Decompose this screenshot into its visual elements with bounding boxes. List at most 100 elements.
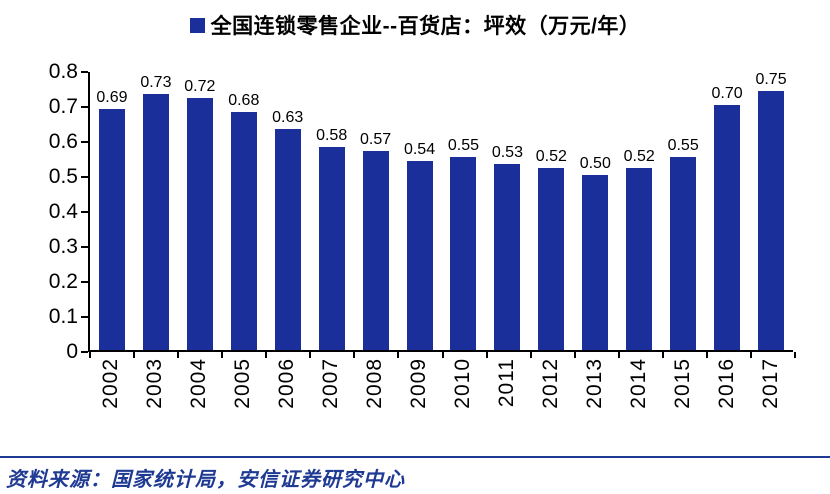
y-axis-tick bbox=[81, 176, 88, 178]
bar bbox=[406, 161, 433, 350]
y-axis-label: 0.6 bbox=[48, 130, 78, 153]
x-label-slot: 2015 bbox=[661, 358, 705, 432]
x-axis-label: 2003 bbox=[142, 358, 166, 409]
bar-slot: 0.72 bbox=[178, 72, 222, 350]
bar-slot: 0.63 bbox=[266, 72, 310, 350]
bar bbox=[230, 112, 257, 350]
x-axis-label: 2002 bbox=[98, 358, 122, 409]
source-text: 资料来源：国家统计局，安信证券研究中心 bbox=[6, 469, 405, 491]
bar-value-label: 0.53 bbox=[491, 144, 523, 161]
bar-value-label: 0.50 bbox=[579, 155, 611, 172]
y-axis-label: 0.1 bbox=[48, 305, 78, 328]
x-label-slot: 2008 bbox=[352, 358, 396, 432]
x-axis-tick bbox=[265, 352, 268, 358]
x-axis-tick bbox=[353, 352, 356, 358]
bar-value-label: 0.72 bbox=[184, 78, 216, 95]
bar bbox=[98, 109, 125, 350]
bar-value-label: 0.52 bbox=[535, 148, 567, 165]
bar-value-label: 0.58 bbox=[316, 127, 348, 144]
x-axis-tick bbox=[705, 352, 708, 358]
x-axis-tick bbox=[617, 352, 620, 358]
bar bbox=[538, 168, 565, 350]
y-axis-label: 0.4 bbox=[48, 200, 78, 223]
bar bbox=[714, 105, 741, 350]
x-axis-tick bbox=[397, 352, 400, 358]
y-axis-tick bbox=[81, 211, 88, 213]
bar bbox=[142, 94, 169, 350]
bar-slot: 0.55 bbox=[661, 72, 705, 350]
bar-value-label: 0.68 bbox=[228, 92, 260, 109]
bar-slot: 0.54 bbox=[398, 72, 442, 350]
x-axis-tick bbox=[485, 352, 488, 358]
legend-marker-square bbox=[189, 17, 205, 33]
x-label-slot: 2009 bbox=[396, 358, 440, 432]
x-axis-tick bbox=[309, 352, 312, 358]
y-axis-tick bbox=[81, 141, 88, 143]
y-axis-label: 0.5 bbox=[48, 165, 78, 188]
bar bbox=[670, 157, 697, 350]
x-axis-label: 2009 bbox=[406, 358, 430, 409]
x-axis-tick bbox=[133, 352, 136, 358]
x-label-slot: 2016 bbox=[705, 358, 749, 432]
x-label-slot: 2002 bbox=[88, 358, 132, 432]
x-label-slot: 2003 bbox=[132, 358, 176, 432]
y-axis-tick bbox=[81, 351, 88, 353]
x-axis-label: 2006 bbox=[274, 358, 298, 409]
bar bbox=[186, 98, 213, 350]
y-axis-label: 0.2 bbox=[48, 270, 78, 293]
bar-slot: 0.70 bbox=[705, 72, 749, 350]
x-axis-label: 2008 bbox=[362, 358, 386, 409]
y-axis-tick bbox=[81, 71, 88, 73]
x-label-slot: 2014 bbox=[617, 358, 661, 432]
bar-slot: 0.58 bbox=[310, 72, 354, 350]
x-axis-label: 2010 bbox=[451, 358, 475, 409]
bar-value-label: 0.69 bbox=[96, 89, 128, 106]
x-axis-tick bbox=[749, 352, 752, 358]
bar-value-label: 0.55 bbox=[667, 137, 699, 154]
y-axis-label: 0.3 bbox=[48, 235, 78, 258]
bar-value-label: 0.63 bbox=[272, 109, 304, 126]
bar bbox=[582, 175, 609, 350]
plot-area: 0.69 0.73 0.72 0.68 0.63 0.58 0.57 0.54 0.55 0.53… bbox=[49, 61, 796, 363]
bar-slot: 0.55 bbox=[442, 72, 486, 350]
x-axis-label: 2017 bbox=[759, 358, 783, 409]
x-label-slot: 2005 bbox=[220, 358, 264, 432]
x-label-slot: 2017 bbox=[749, 358, 793, 432]
bar-slot: 0.52 bbox=[529, 72, 573, 350]
x-axis-tick bbox=[794, 352, 796, 358]
source-footer: 资料来源：国家统计局，安信证券研究中心 bbox=[0, 456, 830, 494]
y-axis-label: 0.8 bbox=[48, 60, 78, 83]
x-axis-label: 2015 bbox=[671, 358, 695, 409]
x-label-slot: 2012 bbox=[529, 358, 573, 432]
bar-value-label: 0.75 bbox=[755, 71, 787, 88]
bar bbox=[274, 129, 301, 350]
x-label-slot: 2006 bbox=[264, 358, 308, 432]
x-axis-tick bbox=[573, 352, 576, 358]
y-axis-label: 0 bbox=[66, 340, 78, 363]
bar-value-label: 0.54 bbox=[403, 141, 436, 158]
bars-container: 0.69 0.73 0.72 0.68 0.63 0.58 0.57 0.54 0.55 0.53… bbox=[90, 72, 793, 350]
bar bbox=[494, 164, 521, 350]
x-axis-tick bbox=[89, 352, 91, 358]
x-axis-label: 2011 bbox=[495, 358, 519, 408]
y-axis-tick bbox=[81, 281, 88, 283]
x-axis-label: 2004 bbox=[186, 358, 210, 409]
bar bbox=[626, 168, 653, 350]
x-axis-labels: 2002 2003 2004 2005 2006 2007 2008 2009 2010 2011… bbox=[88, 358, 793, 432]
x-axis-tick bbox=[177, 352, 180, 358]
y-axis-tick bbox=[81, 246, 88, 248]
x-axis-tick bbox=[221, 352, 224, 358]
bar-slot: 0.68 bbox=[222, 72, 266, 350]
bar-value-label: 0.52 bbox=[623, 148, 655, 165]
chart-title: 全国连锁零售企业--百货店：坪效（万元/年） bbox=[210, 15, 641, 38]
bar bbox=[318, 147, 345, 350]
bar-slot: 0.53 bbox=[485, 72, 529, 350]
bar-value-label: 0.70 bbox=[711, 85, 743, 102]
bar-value-label: 0.55 bbox=[447, 137, 480, 154]
x-label-slot: 2010 bbox=[441, 358, 485, 432]
y-axis-label: 0.7 bbox=[48, 95, 78, 118]
bar bbox=[758, 91, 785, 350]
x-axis-tick bbox=[661, 352, 664, 358]
x-axis-label: 2016 bbox=[715, 358, 739, 409]
bar-slot: 0.73 bbox=[134, 72, 178, 350]
